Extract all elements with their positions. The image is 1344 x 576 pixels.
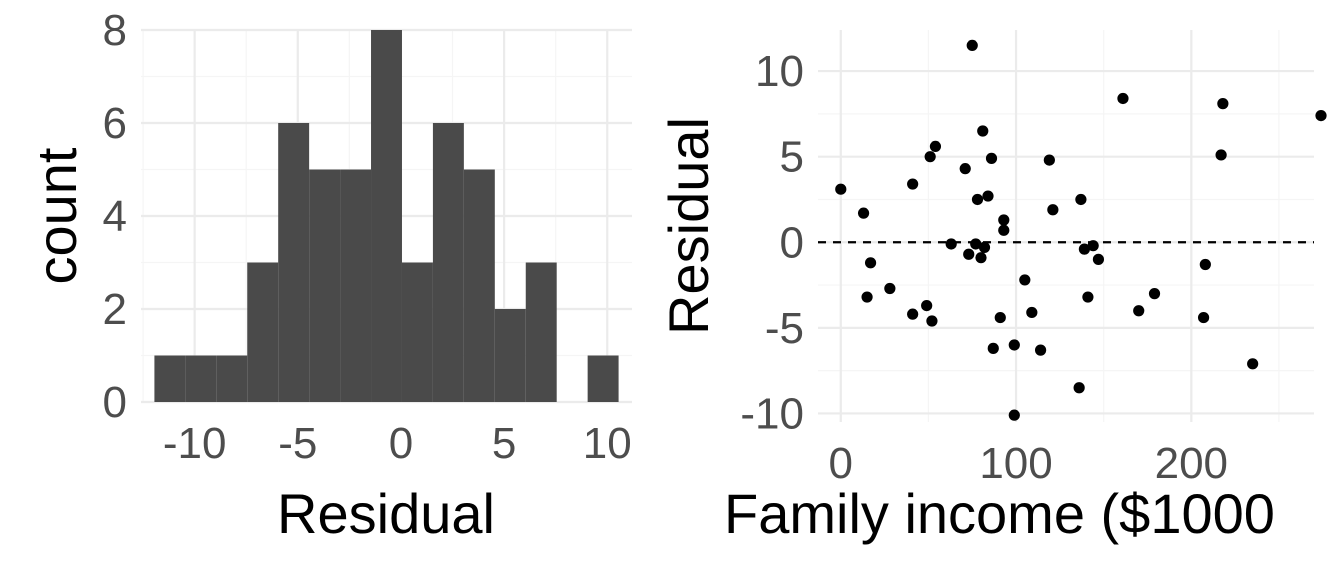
scatter-point [864,257,877,269]
x-tick-label: 0 [389,419,413,468]
scatter-point [907,308,919,320]
scatter-point [1043,154,1055,166]
scatter-point [929,140,942,153]
scatter-point [1019,274,1031,286]
scatter-point [994,311,1006,324]
y-tick-label: -5 [765,304,804,353]
histogram-bar [216,355,248,402]
histogram-bar [401,262,433,402]
y-tick-label: 6 [103,99,127,148]
x-tick-label: -5 [278,419,317,468]
scatter-point [1117,92,1129,105]
histogram-bar [587,355,619,402]
scatter-point [1199,258,1211,271]
histogram-bar [525,262,557,402]
scatter-point [921,299,933,312]
y-tick-label: 2 [103,285,127,334]
histogram-bar [278,123,310,402]
scatter-point [945,238,957,250]
scatter-point [1082,291,1094,303]
scatter-point [1197,311,1210,324]
scatter-point [970,238,982,250]
scatter-point [861,291,873,303]
scatter-point [1247,358,1259,370]
y-axis-title: count [25,147,88,284]
scatter-point [1315,109,1327,122]
scatter-point [966,39,978,52]
scatter-point [1078,243,1091,255]
y-axis-title: Residual [657,117,720,335]
y-tick-label: 4 [103,192,127,241]
x-tick-label: 0 [829,439,853,488]
scatter-point [1008,339,1020,351]
scatter-point [907,178,919,190]
histogram-bar [309,169,341,402]
scatter-point [1026,306,1038,319]
y-tick-label: 0 [103,378,127,427]
scatter-point [1217,98,1229,110]
y-tick-label: 10 [755,47,804,96]
scatter-point [978,241,991,253]
scatter-point [959,163,971,175]
scatter-point [1148,288,1161,300]
scatter-point [835,183,847,195]
scatter-point [1008,409,1020,421]
scatter-point [1073,382,1085,394]
histogram-bar [371,30,402,402]
x-tick-label: 10 [583,419,632,468]
y-tick-label: 8 [103,6,127,55]
scatter-panel: 0 100 200 -10 -5 0 5 10 Family income ($1000 Resi… [657,30,1327,545]
scatter-point [971,193,984,206]
scatter-point [975,252,987,264]
scatter-point [926,315,938,327]
scatter-point [1047,204,1059,216]
y-tick-label: 5 [780,133,804,182]
scatter-point [1087,240,1099,252]
x-tick-label: 200 [1155,439,1228,488]
scatter-point [982,190,994,202]
y-tick-label: 0 [780,218,804,267]
scatter-point [998,224,1010,236]
scatter-point [1133,305,1145,317]
histogram-bar [247,262,279,402]
histogram-panel: -10 -5 0 5 10 0 2 4 6 8 Residual count [25,6,632,545]
scatter-point [998,214,1010,226]
histogram-bar [185,355,217,402]
y-tick-label: -10 [740,389,804,438]
scatter-point [987,342,999,354]
x-axis-title: Family income ($1000 [724,482,1275,545]
scatter-point [857,207,870,219]
histogram-bar [340,169,372,402]
histogram-bar [494,309,526,402]
x-tick-label: -10 [163,419,227,468]
scatter-point [1034,344,1047,356]
scatter-point [884,282,896,295]
histogram-bar [463,169,495,402]
x-tick-label: 5 [492,419,516,468]
scatter-point [924,151,936,163]
histogram-bar [432,123,464,402]
histogram-bar [154,355,186,402]
scatter-point [1215,149,1227,161]
x-tick-label: 100 [979,439,1052,488]
x-axis-title: Residual [277,482,495,545]
scatter-point [963,248,975,260]
scatter-point [977,125,989,137]
scatter-point [985,152,998,164]
scatter-point [1092,253,1105,265]
scatter-point [1075,193,1087,206]
